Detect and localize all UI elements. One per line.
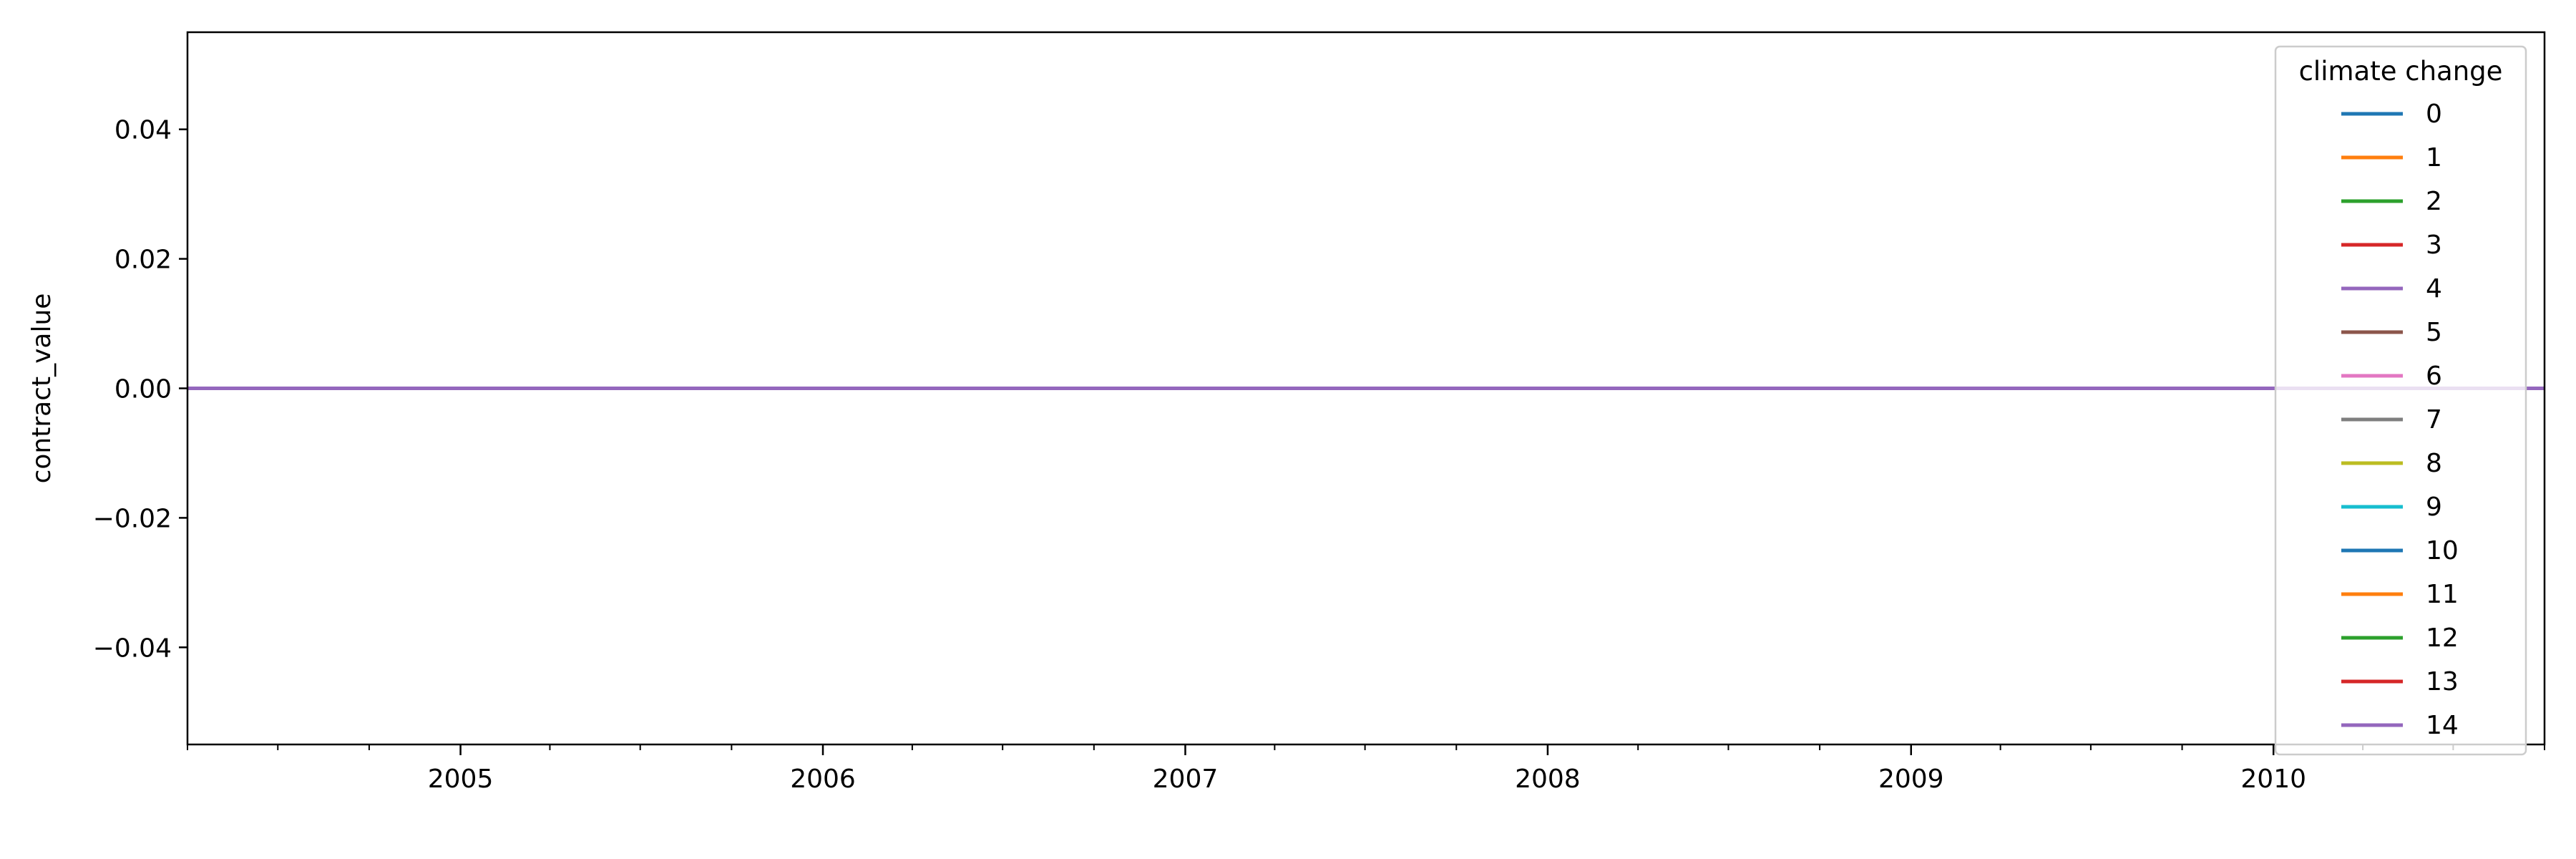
legend-label-3: 3 (2426, 230, 2442, 260)
legend-label-14: 14 (2426, 711, 2459, 740)
legend-label-5: 5 (2426, 318, 2442, 347)
y-tick-label: −0.02 (93, 504, 172, 533)
legend-label-1: 1 (2426, 143, 2442, 173)
x-tick-label: 2010 (2240, 765, 2306, 794)
legend-label-9: 9 (2426, 492, 2442, 522)
legend-label-4: 4 (2426, 274, 2442, 304)
x-tick-label: 2005 (428, 765, 494, 794)
x-tick-label: 2009 (1878, 765, 1944, 794)
y-axis-title: contract_value (27, 293, 57, 484)
x-tick-label: 2008 (1515, 765, 1581, 794)
y-tick-label: 0.02 (114, 246, 172, 275)
legend-label-6: 6 (2426, 361, 2442, 391)
y-tick-label: 0.00 (114, 375, 172, 404)
x-tick-label: 2006 (790, 765, 856, 794)
legend-label-8: 8 (2426, 449, 2442, 478)
legend-label-7: 7 (2426, 405, 2442, 435)
legend-label-10: 10 (2426, 536, 2459, 566)
legend-frame (2274, 45, 2527, 756)
legend-label-11: 11 (2426, 580, 2459, 609)
y-tick-label: −0.04 (93, 634, 172, 663)
legend-label-13: 13 (2426, 667, 2459, 697)
x-tick-label: 2007 (1153, 765, 1219, 794)
legend-label-2: 2 (2426, 187, 2442, 216)
legend-title: climate change (2299, 56, 2503, 87)
legend-label-12: 12 (2426, 623, 2459, 653)
legend-label-0: 0 (2426, 100, 2442, 129)
y-tick-label: 0.04 (114, 116, 172, 145)
